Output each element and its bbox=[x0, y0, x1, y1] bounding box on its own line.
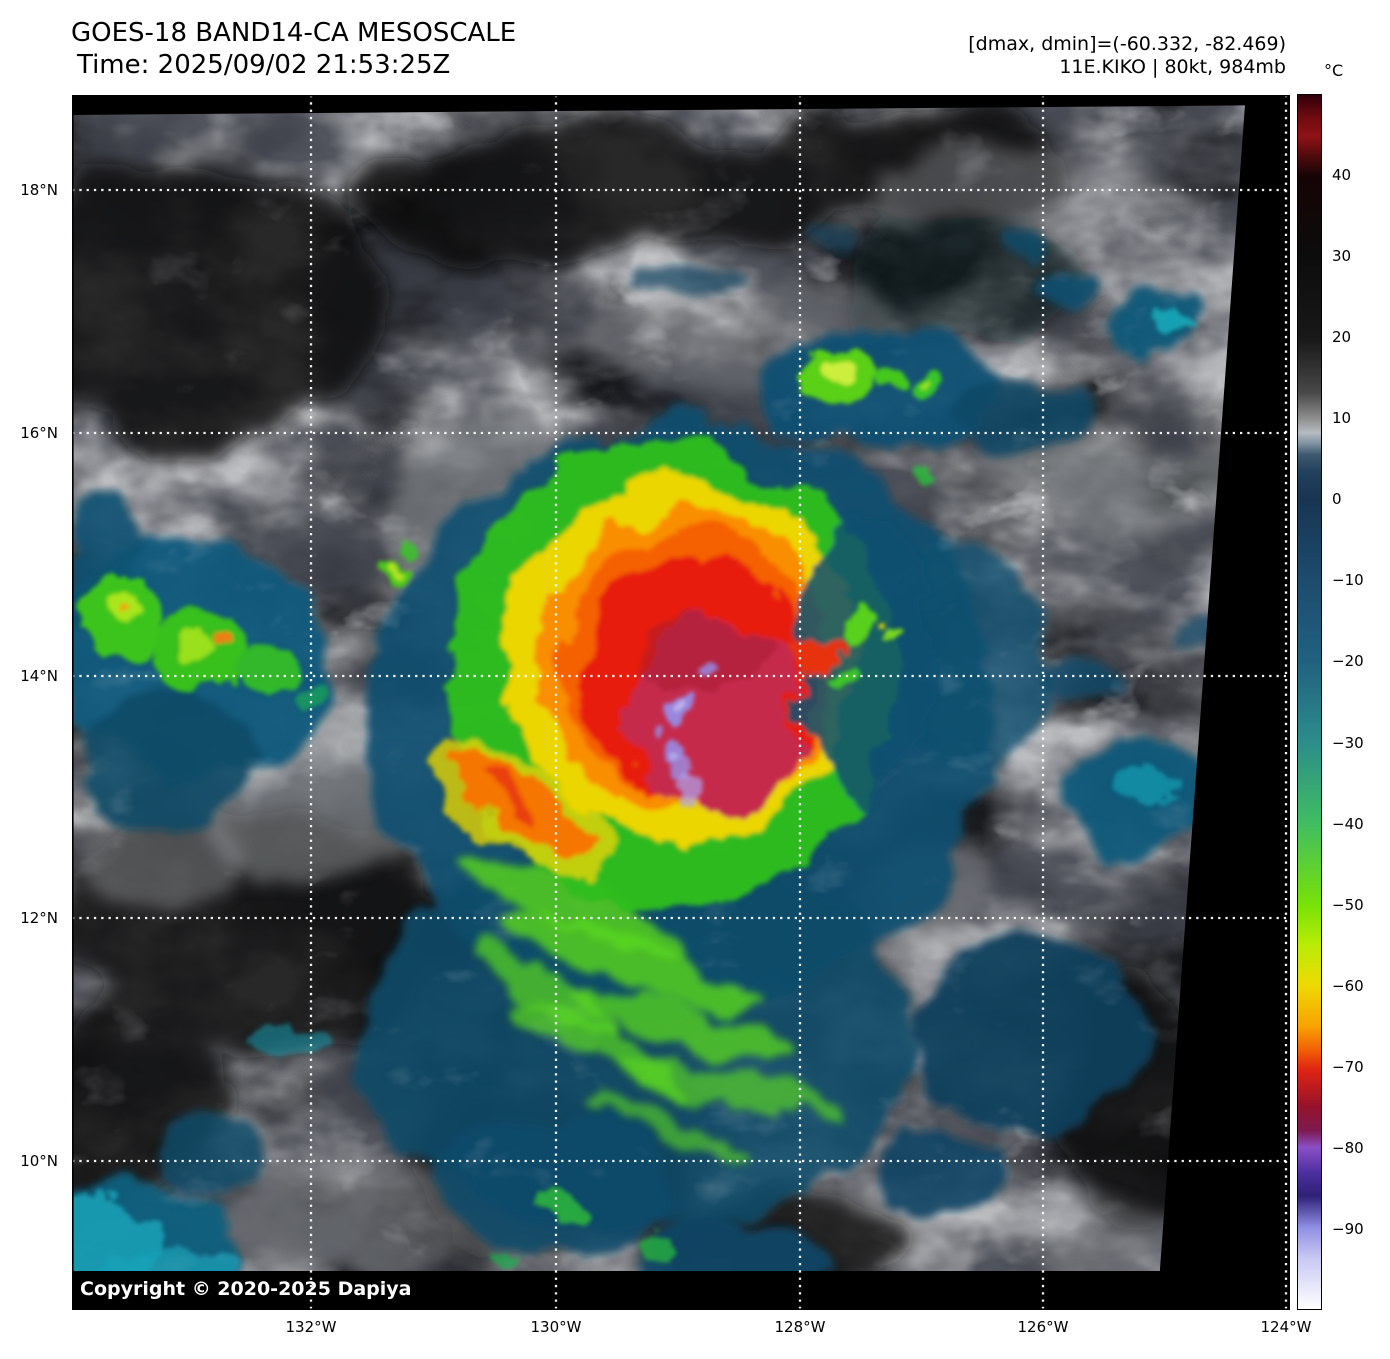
colorbar-tick-label: −60 bbox=[1332, 976, 1364, 995]
map-area: Copyright © 2020-2025 Dapiya bbox=[72, 95, 1290, 1310]
colorbar-tick-label: 30 bbox=[1332, 247, 1352, 266]
longitude-gridlines bbox=[309, 95, 1288, 1310]
scan-edge-black bbox=[72, 95, 1290, 1310]
latitude-tick-label: 14°N bbox=[20, 667, 58, 685]
satellite-image bbox=[72, 95, 1290, 1310]
storm-rainband-fan bbox=[462, 849, 830, 1166]
latitude-gridlines bbox=[72, 188, 1290, 1163]
latitude-axis: 18°N 16°N 14°N 12°N 10°N bbox=[0, 95, 64, 1310]
storm-core bbox=[435, 440, 937, 910]
colorbar-tick-label: −70 bbox=[1332, 1057, 1364, 1076]
latitude-tick-label: 10°N bbox=[20, 1152, 58, 1170]
colorbar-tick-label: −40 bbox=[1332, 814, 1364, 833]
longitude-tick-label: 128°W bbox=[774, 1318, 826, 1336]
colorbar-unit-label: °C bbox=[1324, 61, 1344, 80]
colorbar-tick-label: −80 bbox=[1332, 1138, 1364, 1157]
colorbar-tick-label: −10 bbox=[1332, 571, 1364, 590]
longitude-tick-label: 132°W bbox=[285, 1318, 337, 1336]
latitude-tick-label: 12°N bbox=[20, 909, 58, 927]
storm-intensity-annotation: 11E.KIKO | 80kt, 984mb bbox=[1059, 56, 1286, 78]
purple-overshoot-specks bbox=[651, 663, 713, 805]
longitude-axis: 132°W 130°W 128°W 126°W 124°W bbox=[72, 1310, 1312, 1355]
timestamp-label: Time: 2025/09/02 21:53:25Z bbox=[77, 50, 451, 80]
longitude-tick-label: 130°W bbox=[530, 1318, 582, 1336]
colorbar bbox=[1297, 94, 1322, 1310]
colorbar-tick-label: 40 bbox=[1332, 166, 1352, 185]
colorbar-tick-label: −50 bbox=[1332, 895, 1364, 914]
latitude-tick-label: 16°N bbox=[20, 424, 58, 442]
annotation-block: [dmax, dmin]=(-60.332, -82.469) 11E.KIKO… bbox=[968, 33, 1286, 79]
colorbar-tick-labels: 40 30 20 10 0 −10 −20 −30 −40 −50 −60 −70 −80 −90 bbox=[1332, 94, 1390, 1310]
convective-cells bbox=[74, 349, 948, 1263]
colorbar-tick-label: 10 bbox=[1332, 409, 1352, 428]
dmax-dmin-annotation: [dmax, dmin]=(-60.332, -82.469) bbox=[968, 33, 1286, 55]
colorbar-tick-label: −90 bbox=[1332, 1219, 1364, 1238]
longitude-tick-label: 124°W bbox=[1260, 1318, 1312, 1336]
latitude-tick-label: 18°N bbox=[20, 181, 58, 199]
colorbar-tick-label: −30 bbox=[1332, 733, 1364, 752]
colorbar-tick-label: 20 bbox=[1332, 328, 1352, 347]
product-title: GOES-18 BAND14-CA MESOSCALE bbox=[71, 18, 517, 48]
longitude-tick-label: 126°W bbox=[1017, 1318, 1069, 1336]
colorbar-tick-label: −20 bbox=[1332, 652, 1364, 671]
map-border bbox=[72, 95, 1290, 1310]
colorbar-tick-label: 0 bbox=[1332, 490, 1342, 509]
copyright-label: Copyright © 2020-2025 Dapiya bbox=[80, 1278, 412, 1300]
